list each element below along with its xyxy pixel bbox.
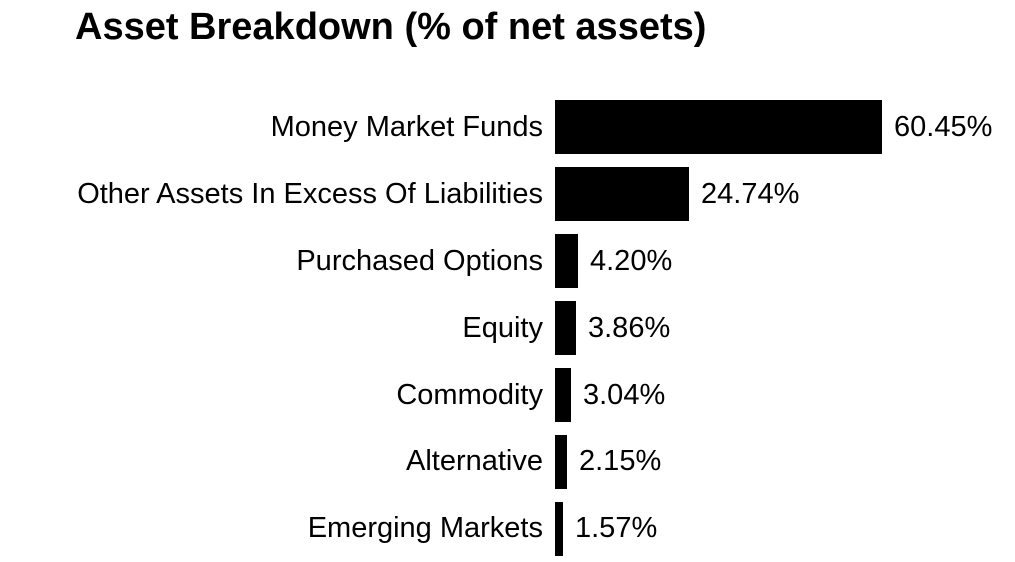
bar-row: Purchased Options 4.20%	[0, 228, 1015, 295]
bar-row: Emerging Markets 1.57%	[0, 495, 1015, 562]
bar-row: Equity 3.86%	[0, 295, 1015, 362]
bar	[555, 368, 571, 422]
bar-row: Commodity 3.04%	[0, 362, 1015, 429]
value-label: 60.45%	[894, 110, 993, 143]
category-label: Purchased Options	[296, 244, 543, 277]
category-label: Commodity	[396, 378, 543, 411]
bar	[555, 434, 567, 489]
value-label: 24.74%	[701, 177, 800, 210]
category-label: Alternative	[405, 445, 543, 478]
value-label: 3.04%	[583, 378, 666, 411]
bar	[555, 501, 563, 556]
category-label: Emerging Markets	[307, 512, 543, 545]
bar	[555, 100, 882, 155]
bar-row: Money Market Funds 60.45%	[0, 94, 1015, 161]
chart-title: Asset Breakdown (% of net assets)	[75, 6, 707, 48]
category-label: Other Assets In Excess Of Liabilities	[77, 177, 543, 210]
value-label: 2.15%	[579, 445, 662, 478]
value-label: 4.20%	[590, 244, 673, 277]
category-label: Money Market Funds	[270, 110, 543, 143]
value-label: 1.57%	[575, 512, 658, 545]
bar-row: Alternative 2.15%	[0, 428, 1015, 495]
bar	[555, 234, 578, 289]
category-label: Equity	[462, 311, 543, 344]
bar	[555, 167, 689, 222]
value-label: 3.86%	[588, 311, 671, 344]
bar-row: Other Assets In Excess Of Liabilities 24.…	[0, 161, 1015, 228]
bar	[555, 301, 576, 356]
bar-rows-container: Money Market Funds 60.45% Other Assets In …	[0, 94, 1015, 562]
